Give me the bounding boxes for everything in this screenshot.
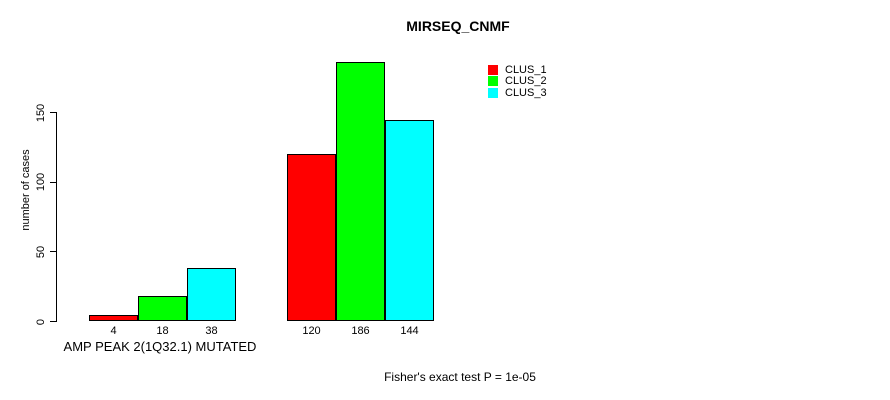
bar-clus_3-group1 [187, 268, 236, 321]
legend-swatch-icon [488, 64, 498, 75]
y-tick-label: 100 [35, 172, 47, 192]
y-tick-mark [50, 251, 57, 253]
bar-clus_1-group1 [89, 315, 138, 321]
chart-title: MIRSEQ_CNMF [406, 18, 510, 34]
bar-value-label: 120 [302, 325, 321, 337]
y-tick-label: 50 [35, 245, 47, 258]
bar-clus_2-group2 [336, 61, 385, 321]
y-tick-mark [50, 112, 57, 113]
y-tick-mark [50, 321, 57, 322]
bar-value-label: 186 [351, 325, 370, 337]
y-axis-label: number of cases [20, 149, 32, 231]
legend-row-clus_3: CLUS_3 [488, 87, 547, 99]
legend-label: CLUS_3 [505, 86, 547, 99]
group-label: AMP PEAK 2(1Q32.1) MUTATED [63, 339, 257, 354]
y-tick-mark [50, 181, 57, 183]
legend-label: CLUS_1 [505, 63, 547, 76]
bar-clus_3-group2 [385, 120, 434, 321]
bar-value-label: 4 [110, 325, 117, 337]
bar-value-label: 144 [400, 325, 419, 337]
y-tick-label: 0 [35, 318, 47, 325]
legend-swatch-icon [488, 76, 498, 87]
y-axis-line [56, 112, 57, 322]
legend: CLUS_1 CLUS_2 CLUS_3 [488, 64, 547, 99]
y-tick-label: 150 [35, 103, 47, 122]
bar-value-label: 38 [205, 325, 218, 337]
bar-value-label: 18 [156, 325, 169, 337]
legend-label: CLUS_2 [505, 75, 547, 88]
caption: Fisher's exact test P = 1e-05 [384, 370, 536, 384]
legend-swatch-icon [488, 87, 498, 98]
legend-row-clus_2: CLUS_2 [488, 75, 547, 88]
bar-clus_1-group2 [287, 153, 336, 321]
bar-clus_2-group1 [138, 295, 187, 321]
legend-row-clus_1: CLUS_1 [488, 64, 547, 76]
